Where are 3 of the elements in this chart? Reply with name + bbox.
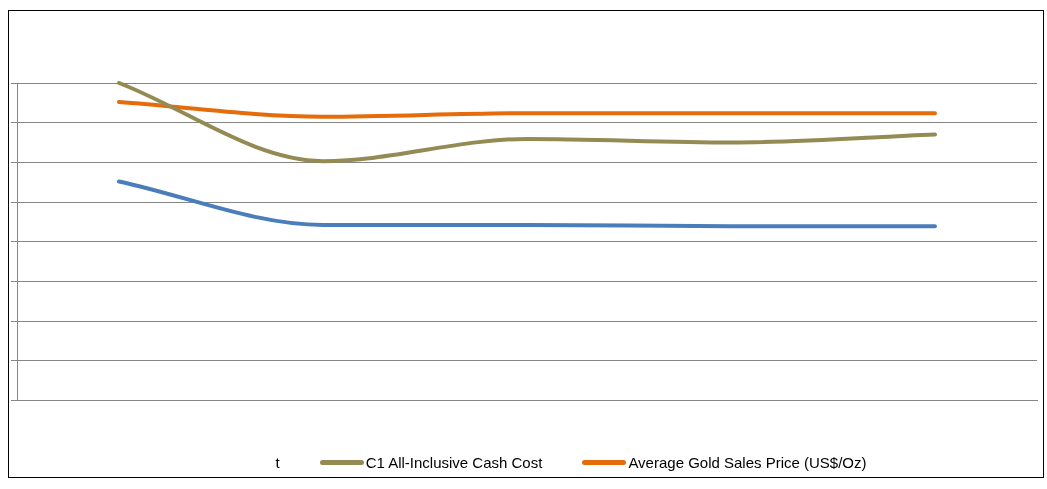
legend-label: Average Gold Sales Price (US$/Oz): [628, 454, 867, 471]
text: t: [275, 454, 280, 471]
legend-label: C1 All-Inclusive Cash Cost: [365, 454, 543, 471]
